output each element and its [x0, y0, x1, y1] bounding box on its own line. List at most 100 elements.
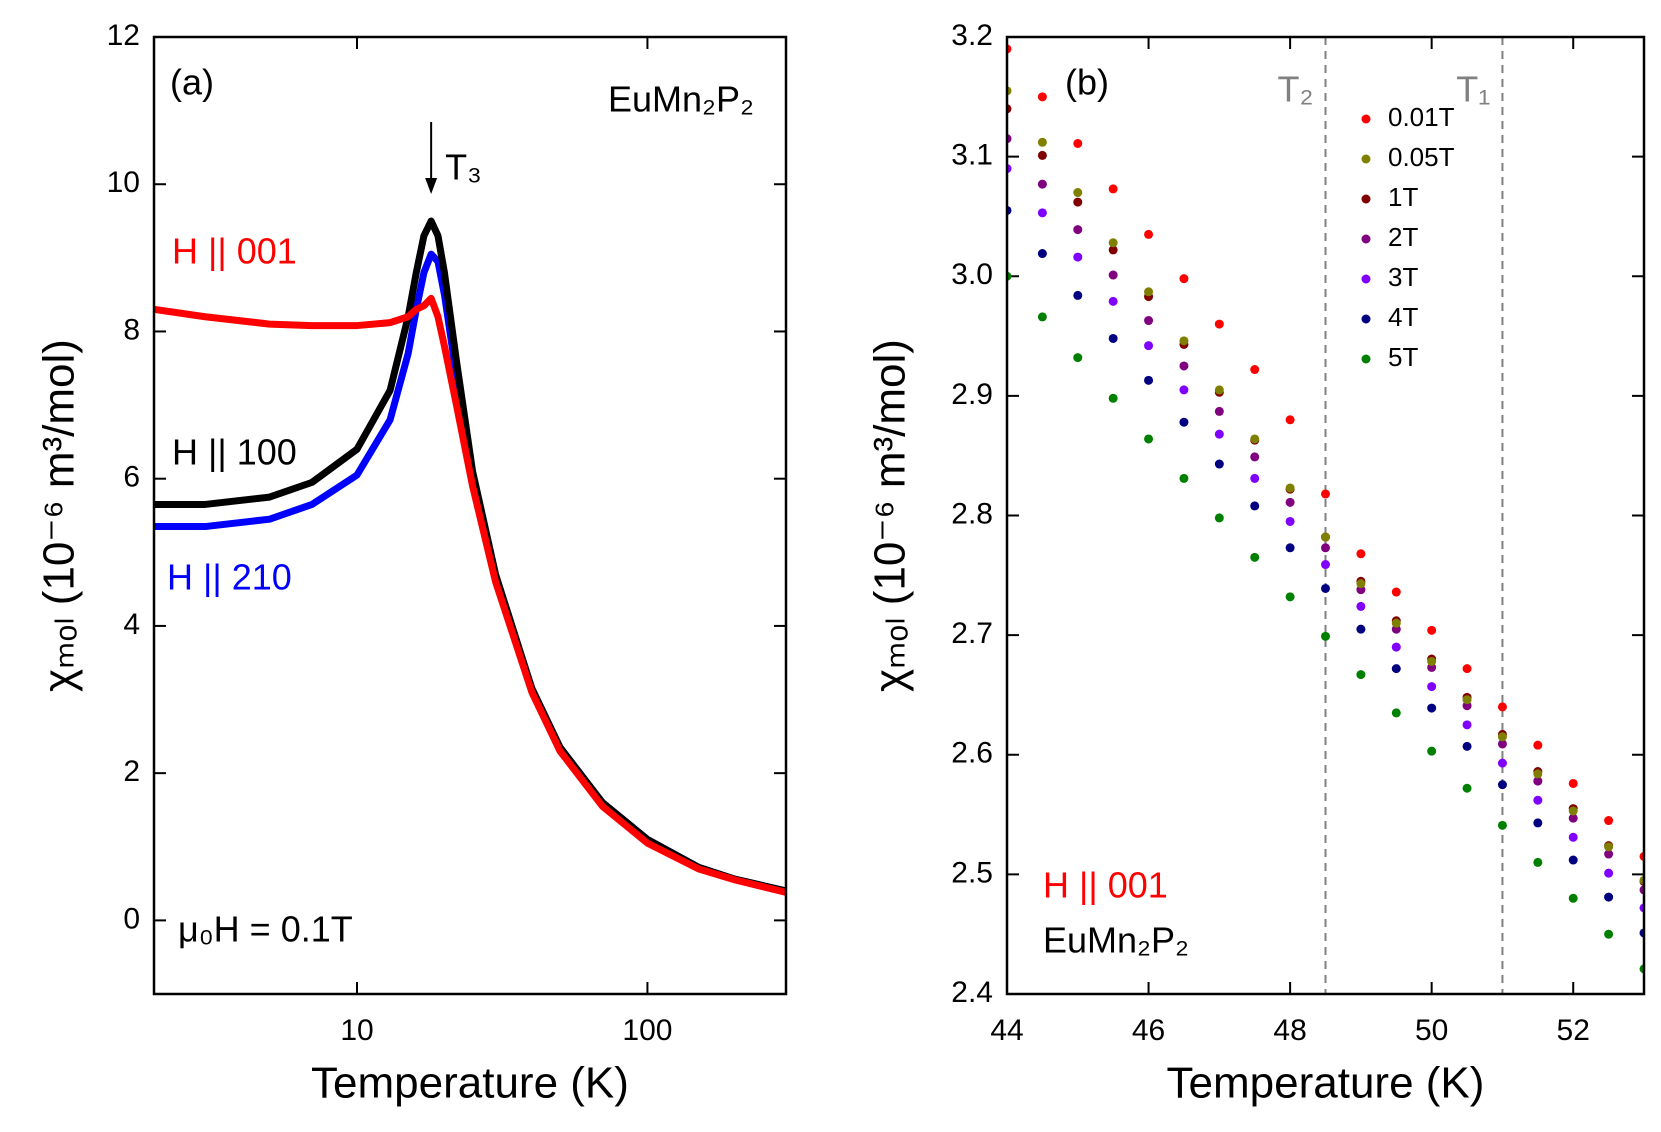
data-point	[1321, 489, 1330, 499]
data-point	[1073, 225, 1083, 235]
data-point	[1108, 245, 1118, 255]
data-point	[1427, 625, 1437, 635]
data-point	[1144, 341, 1154, 351]
series-label: H || 001	[172, 231, 297, 272]
data-point	[1497, 780, 1507, 790]
data-point	[1568, 893, 1578, 903]
x-tick-label: 100	[622, 1014, 672, 1047]
y-tick-label: 2	[123, 755, 140, 788]
data-point	[1533, 769, 1543, 779]
x-tick-label: 48	[1273, 1014, 1306, 1047]
data-point	[1037, 150, 1047, 160]
series-label: H || 210	[167, 557, 292, 598]
annotation: EuMn₂P₂	[1043, 920, 1189, 961]
y-tick-label: 3.0	[951, 258, 993, 291]
annotation: T₃	[445, 147, 482, 188]
data-point	[1285, 497, 1295, 507]
data-point	[1250, 365, 1260, 375]
y-tick-label: 0	[123, 902, 140, 935]
data-point	[1144, 287, 1154, 297]
data-point	[1321, 543, 1330, 553]
data-point	[1144, 316, 1154, 326]
legend-marker	[1361, 114, 1371, 124]
legend-marker	[1361, 154, 1371, 164]
data-point	[1073, 197, 1083, 207]
data-point	[1073, 188, 1083, 198]
data-line	[154, 294, 786, 896]
data-point	[1462, 741, 1472, 751]
data-point	[1356, 670, 1366, 680]
arrow-head	[425, 178, 438, 194]
data-point	[1356, 624, 1366, 634]
data-point	[1073, 353, 1083, 363]
y-axis-label: χₘₒₗ (10⁻⁶ m³/mol)	[866, 339, 915, 692]
data-point	[1285, 592, 1295, 602]
data-point	[1285, 543, 1295, 553]
y-tick-label: 12	[107, 19, 140, 52]
data-point	[1568, 855, 1578, 865]
data-point	[1108, 238, 1118, 248]
data-point	[1497, 739, 1507, 749]
data-point	[1568, 806, 1578, 816]
data-point	[1214, 319, 1224, 329]
panel: 0 2 4 6 8 10 12 10 100 Temperature (K) χₘₒₗ (10⁻⁶ …	[35, 19, 788, 1108]
data-point	[1179, 385, 1189, 395]
data-point	[1179, 336, 1189, 346]
y-tick-label: 2.4	[951, 976, 993, 1009]
y-tick-label: 8	[123, 313, 140, 346]
data-point	[1108, 333, 1118, 343]
annotation: (b)	[1065, 62, 1109, 103]
annotation: EuMn₂P₂	[608, 79, 754, 120]
data-point	[1037, 137, 1047, 147]
data-point	[1533, 857, 1543, 867]
y-axis-label: χₘₒₗ (10⁻⁶ m³/mol)	[35, 339, 84, 692]
x-tick-label: 50	[1415, 1014, 1448, 1047]
data-point	[1533, 795, 1543, 805]
data-point	[1108, 393, 1118, 403]
y-tick-label: 2.5	[951, 856, 993, 889]
data-point	[1604, 816, 1614, 826]
data-point	[1427, 703, 1437, 713]
legend-label: 2T	[1388, 222, 1418, 252]
data-point	[1497, 758, 1507, 768]
data-point	[1108, 184, 1118, 194]
legend-marker	[1361, 234, 1371, 244]
data-point	[1250, 552, 1260, 562]
data-point	[1497, 732, 1507, 742]
legend-marker	[1361, 274, 1371, 284]
data-point	[1073, 252, 1083, 262]
data-point	[1037, 179, 1047, 189]
data-point	[1108, 296, 1118, 306]
data-point	[1427, 746, 1437, 756]
data-point	[1285, 516, 1295, 526]
data-point	[1037, 312, 1047, 322]
data-point	[1285, 483, 1295, 493]
data-point	[1179, 473, 1189, 483]
data-point	[1179, 361, 1189, 371]
data-point	[1250, 473, 1260, 483]
x-tick-label: 46	[1132, 1014, 1165, 1047]
data-point	[1073, 138, 1083, 148]
transition-label: T₁	[1456, 69, 1490, 110]
data-point	[1462, 695, 1472, 705]
y-tick-label: 6	[123, 461, 140, 494]
legend-label: 0.05T	[1388, 142, 1455, 172]
data-point	[1427, 682, 1437, 692]
data-point	[1179, 417, 1189, 427]
data-point	[1321, 532, 1330, 542]
y-tick-label: 2.8	[951, 497, 993, 530]
data-point	[1462, 720, 1472, 730]
data-point	[1604, 849, 1614, 859]
data-point	[1356, 549, 1366, 559]
annotation: (a)	[170, 62, 214, 103]
data-point	[1604, 842, 1614, 852]
x-tick-label: 44	[990, 1014, 1023, 1047]
y-tick-label: 10	[107, 166, 140, 199]
data-point	[1214, 459, 1224, 469]
data-point	[1391, 708, 1401, 718]
y-tick-label: 2.9	[951, 378, 993, 411]
y-tick-label: 3.2	[951, 19, 993, 52]
x-axis-label: Temperature (K)	[311, 1059, 629, 1108]
data-point	[1391, 618, 1401, 628]
